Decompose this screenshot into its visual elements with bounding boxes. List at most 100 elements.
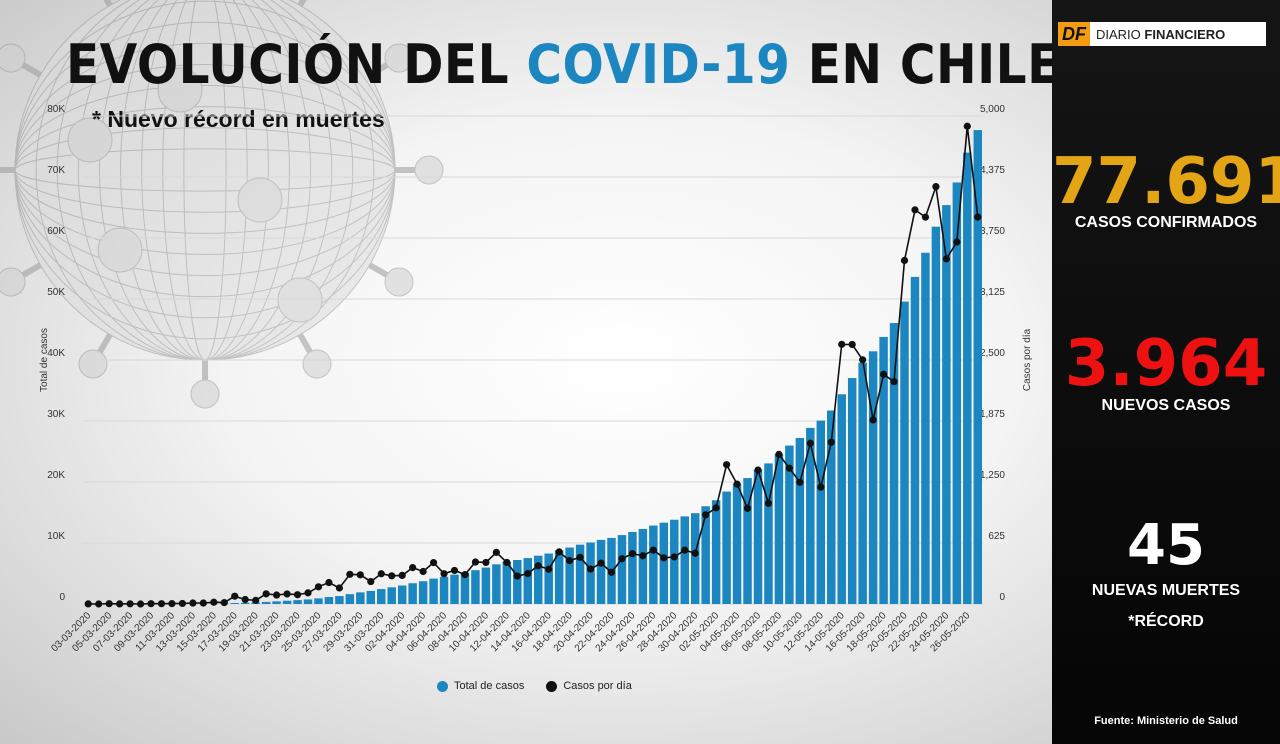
y-tick-label: 80K [47,104,65,115]
daily-cases-point [764,499,773,507]
virus-surface-protein [157,67,203,113]
daily-cases-point [890,378,898,386]
bar-total-cases [963,152,972,605]
bar-total-cases [345,594,355,604]
daily-cases-point [649,546,657,554]
daily-cases-point [932,183,940,191]
bar-total-cases [649,525,658,604]
daily-cases-point [524,569,532,578]
daily-cases-point [346,570,354,578]
daily-cases-point [429,559,438,567]
bar-total-cases [973,130,982,604]
bar-total-cases [921,252,930,604]
daily-cases-point [534,562,542,570]
bar-total-cases [450,574,459,604]
y-axis-title: Total de casos [39,328,50,392]
bar-total-cases [743,478,752,604]
virus-spike-head [384,267,414,297]
bar-total-cases [429,578,438,604]
daily-cases-point [231,592,239,600]
y2-tick-label: 0 [999,592,1005,603]
daily-cases-point [293,591,302,599]
daily-cases-point [126,600,134,608]
y-tick-label: 10K [47,531,65,542]
daily-cases-point [178,599,187,608]
daily-cases-point [796,478,804,486]
brand-logo: DF DIARIO FINANCIERO [1058,22,1266,46]
bar-total-cases [670,519,679,604]
y-tick-label: 50K [47,287,65,298]
bar-total-cases [816,420,826,604]
bar-total-cases [785,445,794,604]
bar-total-cases [774,454,784,604]
virus-surface-protein [67,117,113,163]
legend-line-swatch [546,680,558,692]
y2-tick-label: 1,250 [980,470,1005,481]
virus-body [0,0,444,409]
record-note: *RÉCORD [1128,613,1204,630]
daily-cases-point [503,558,511,567]
daily-cases-point [660,554,668,562]
daily-cases-point [241,595,249,604]
daily-cases-point [440,570,448,578]
bar-total-cases [659,522,669,604]
daily-cases-point [409,563,417,572]
virus-surface-protein [277,277,323,323]
daily-cases-point [450,566,459,575]
bar-total-cases [408,583,417,604]
coronavirus-illustration [0,0,444,409]
bar-total-cases [460,572,470,604]
title-part-1: EVOLUCIÓN DEL [66,33,527,96]
daily-cases-point [607,568,616,576]
daily-cases-point [681,546,689,554]
y-tick-label: 20K [47,470,65,481]
daily-cases-point [691,549,699,557]
daily-cases-point [199,599,207,607]
title-highlight: COVID-19 [526,33,791,96]
daily-cases-point [545,565,553,573]
subtitle: * Nuevo récord en muertes [92,106,385,132]
bar-total-cases [711,500,721,604]
legend-total-label: Total de casos [454,680,525,692]
daily-cases-point [136,600,145,608]
daily-cases-point [963,122,971,130]
virus-spike [103,0,113,7]
new-deaths-value: 45 [1127,513,1205,578]
bar-total-cases [492,564,501,604]
daily-cases-point [419,567,427,576]
chart-panel: EVOLUCIÓN DEL COVID-19 EN CHILE * Nuevo … [0,0,1052,744]
bar-total-cases [942,205,951,604]
legend-item-total: Total de casos [437,680,524,692]
source-note: Fuente: Ministerio de Salud [1094,715,1238,727]
bar-total-cases [617,535,627,604]
y-tick-label: 0 [59,592,65,603]
daily-cases-point [220,599,228,607]
bar-total-cases [952,182,962,605]
daily-cases-point [806,439,814,447]
y2-tick-label: 3,750 [980,226,1005,237]
bar-total-cases [889,323,899,604]
daily-cases-point [597,559,605,567]
bar-total-cases [356,592,365,604]
bar-total-cases [910,276,920,604]
daily-cases-point [157,600,166,608]
virus-spike-head [302,349,332,379]
daily-cases-point [733,480,741,488]
bar-total-cases [502,561,512,604]
bar-total-cases [931,226,941,604]
daily-cases-point [586,565,595,573]
bar-total-cases [827,410,836,604]
daily-cases-point [848,340,856,349]
bar-total-cases [272,601,281,604]
daily-cases-point [900,256,909,265]
bar-total-cases [596,539,606,604]
bar-total-cases [534,555,543,604]
daily-cases-point [639,552,647,560]
confirmed-cases-label: CASOS CONFIRMADOS [1074,214,1258,231]
daily-cases-point [618,555,626,563]
bar-total-cases [868,351,878,604]
brand-name-part-2: FINANCIERO [1144,26,1226,42]
confirmed-cases-value: 77.691 [1052,145,1280,219]
bar-total-cases [261,601,271,604]
daily-cases-point [283,590,291,598]
